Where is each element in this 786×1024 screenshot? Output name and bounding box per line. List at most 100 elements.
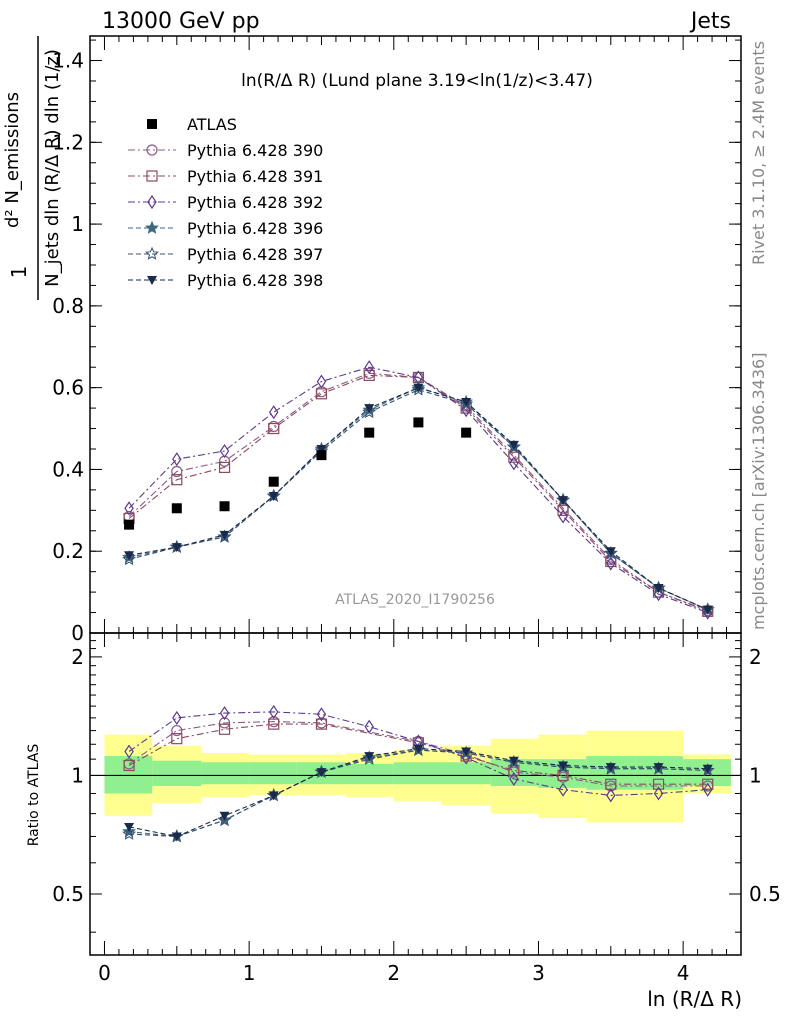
xtick-label: 3 <box>532 961 545 985</box>
ratio-point-2 <box>652 778 665 790</box>
main-ytick-label: 0.8 <box>52 294 84 318</box>
xtick-label: 0 <box>98 961 111 985</box>
ratio-point-3 <box>653 786 664 801</box>
legend-label-3: Pythia 6.428 392 <box>187 193 323 212</box>
legend-marker-4 <box>145 220 159 234</box>
series-point-5 <box>122 552 137 566</box>
ratio-point-6 <box>171 832 182 842</box>
ratio-inner-band <box>249 762 297 785</box>
series-point-6 <box>508 440 519 450</box>
series-point-6 <box>171 543 182 553</box>
ratio-inner-band <box>393 762 442 785</box>
series-point-6 <box>364 404 375 414</box>
ratio-point-6 <box>508 756 519 766</box>
ratio-point-2 <box>218 723 231 735</box>
ratio-inner-band <box>346 763 394 785</box>
ratio-point-6 <box>364 752 375 762</box>
ratio-point-6 <box>605 763 616 773</box>
ratio-point-2 <box>123 759 135 772</box>
main-ytick-label: 1.2 <box>52 130 84 154</box>
ratio-point-2 <box>268 718 280 730</box>
ratio-ytick-label: 1 <box>71 763 84 787</box>
ratio-point-3 <box>269 704 279 719</box>
series-point-1 <box>171 465 183 478</box>
atlas-data-point <box>219 501 230 512</box>
atlas-data-point <box>413 417 424 428</box>
legend-label-2: Pythia 6.428 391 <box>187 167 323 186</box>
series-point-3 <box>219 443 230 459</box>
ratio-point-1 <box>218 717 231 729</box>
main-ytick-label: 1 <box>71 212 84 236</box>
ratio-point-2 <box>171 733 183 745</box>
legend-label-atlas: ATLAS <box>187 115 237 134</box>
ratio-point-6 <box>653 763 664 773</box>
main-ytick-label: 0.4 <box>52 457 84 481</box>
series-line-1 <box>128 372 708 612</box>
series-line-2 <box>128 374 708 612</box>
ratio-point-6 <box>124 822 135 832</box>
ratio-point-3 <box>172 710 182 725</box>
series-point-3 <box>606 556 616 571</box>
xtick-label: 1 <box>243 961 256 985</box>
ratio-y-label: Ratio to ATLAS <box>26 744 42 847</box>
ratio-point-5 <box>122 826 137 840</box>
series-point-5 <box>362 404 377 419</box>
ratio-point-3 <box>219 706 230 721</box>
ratio-ytick-label: 0.5 <box>52 882 84 906</box>
series-point-6 <box>653 584 664 594</box>
legend-marker-1 <box>146 144 158 156</box>
atlas-data-point <box>316 450 327 461</box>
ratio-point-3 <box>558 782 568 797</box>
series-point-3 <box>558 509 568 524</box>
xtick-label: 2 <box>387 961 400 985</box>
analysis-label: ATLAS_2020_I1790256 <box>335 592 495 608</box>
ratio-ytick-label-right: 2 <box>749 645 762 669</box>
legend-label-4: Pythia 6.428 396 <box>187 219 323 238</box>
atlas-data-point <box>364 427 375 438</box>
ratio-plot-area <box>90 704 741 843</box>
series-point-2 <box>508 451 520 463</box>
series-point-2 <box>363 369 375 381</box>
ratio-inner-band <box>152 760 202 787</box>
series-line-3 <box>128 366 708 614</box>
series-point-3 <box>509 456 519 471</box>
series-point-3 <box>364 360 374 375</box>
y-label-numerator: d² N_emissions <box>2 92 23 228</box>
ratio-point-3 <box>316 707 327 722</box>
main-ytick-label: 0.6 <box>52 376 84 400</box>
ratio-ytick-label: 2 <box>71 645 84 669</box>
ratio-inner-band <box>441 762 491 785</box>
ratio-point-2 <box>702 778 714 790</box>
series-point-6 <box>413 383 424 393</box>
ratio-line-3 <box>128 711 708 796</box>
main-ytick-label: 0 <box>71 621 84 645</box>
ratio-point-6 <box>268 791 279 801</box>
legend-label-6: Pythia 6.428 398 <box>187 271 323 290</box>
y-label-denominator: N_jets dln (R/Δ R) dln (1/z) <box>42 49 63 287</box>
legend: ATLAS Pythia 6.428 390 Pythia 6.428 391 Pyt… <box>128 115 323 290</box>
x-axis-label: ln (R/Δ R) <box>647 987 742 1011</box>
series-point-2 <box>218 461 231 473</box>
legend-label-1: Pythia 6.428 390 <box>187 141 323 160</box>
ratio-inner-band <box>201 762 250 785</box>
atlas-data-point <box>124 519 135 530</box>
series-point-6 <box>702 605 713 615</box>
header-left: 13000 GeV pp <box>102 9 260 34</box>
legend-marker-3 <box>147 194 157 210</box>
legend-label-5: Pythia 6.428 397 <box>187 245 323 264</box>
legend-marker-6 <box>147 276 157 285</box>
legend-marker-2 <box>146 170 158 182</box>
ratio-point-1 <box>171 724 183 737</box>
legend-marker-5 <box>145 246 159 260</box>
series-point-3 <box>172 452 182 467</box>
main-ytick-label: 1.4 <box>52 49 84 73</box>
series-point-2 <box>171 474 183 486</box>
ratio-point-6 <box>219 811 230 821</box>
ratio-ytick-label-right: 1 <box>749 763 762 787</box>
series-point-2 <box>315 388 328 400</box>
ratio-point-3 <box>703 782 713 797</box>
y-label-one: 1 <box>7 266 31 279</box>
atlas-data-point <box>461 427 472 438</box>
header-right: Jets <box>689 9 731 34</box>
series-point-6 <box>219 530 230 540</box>
